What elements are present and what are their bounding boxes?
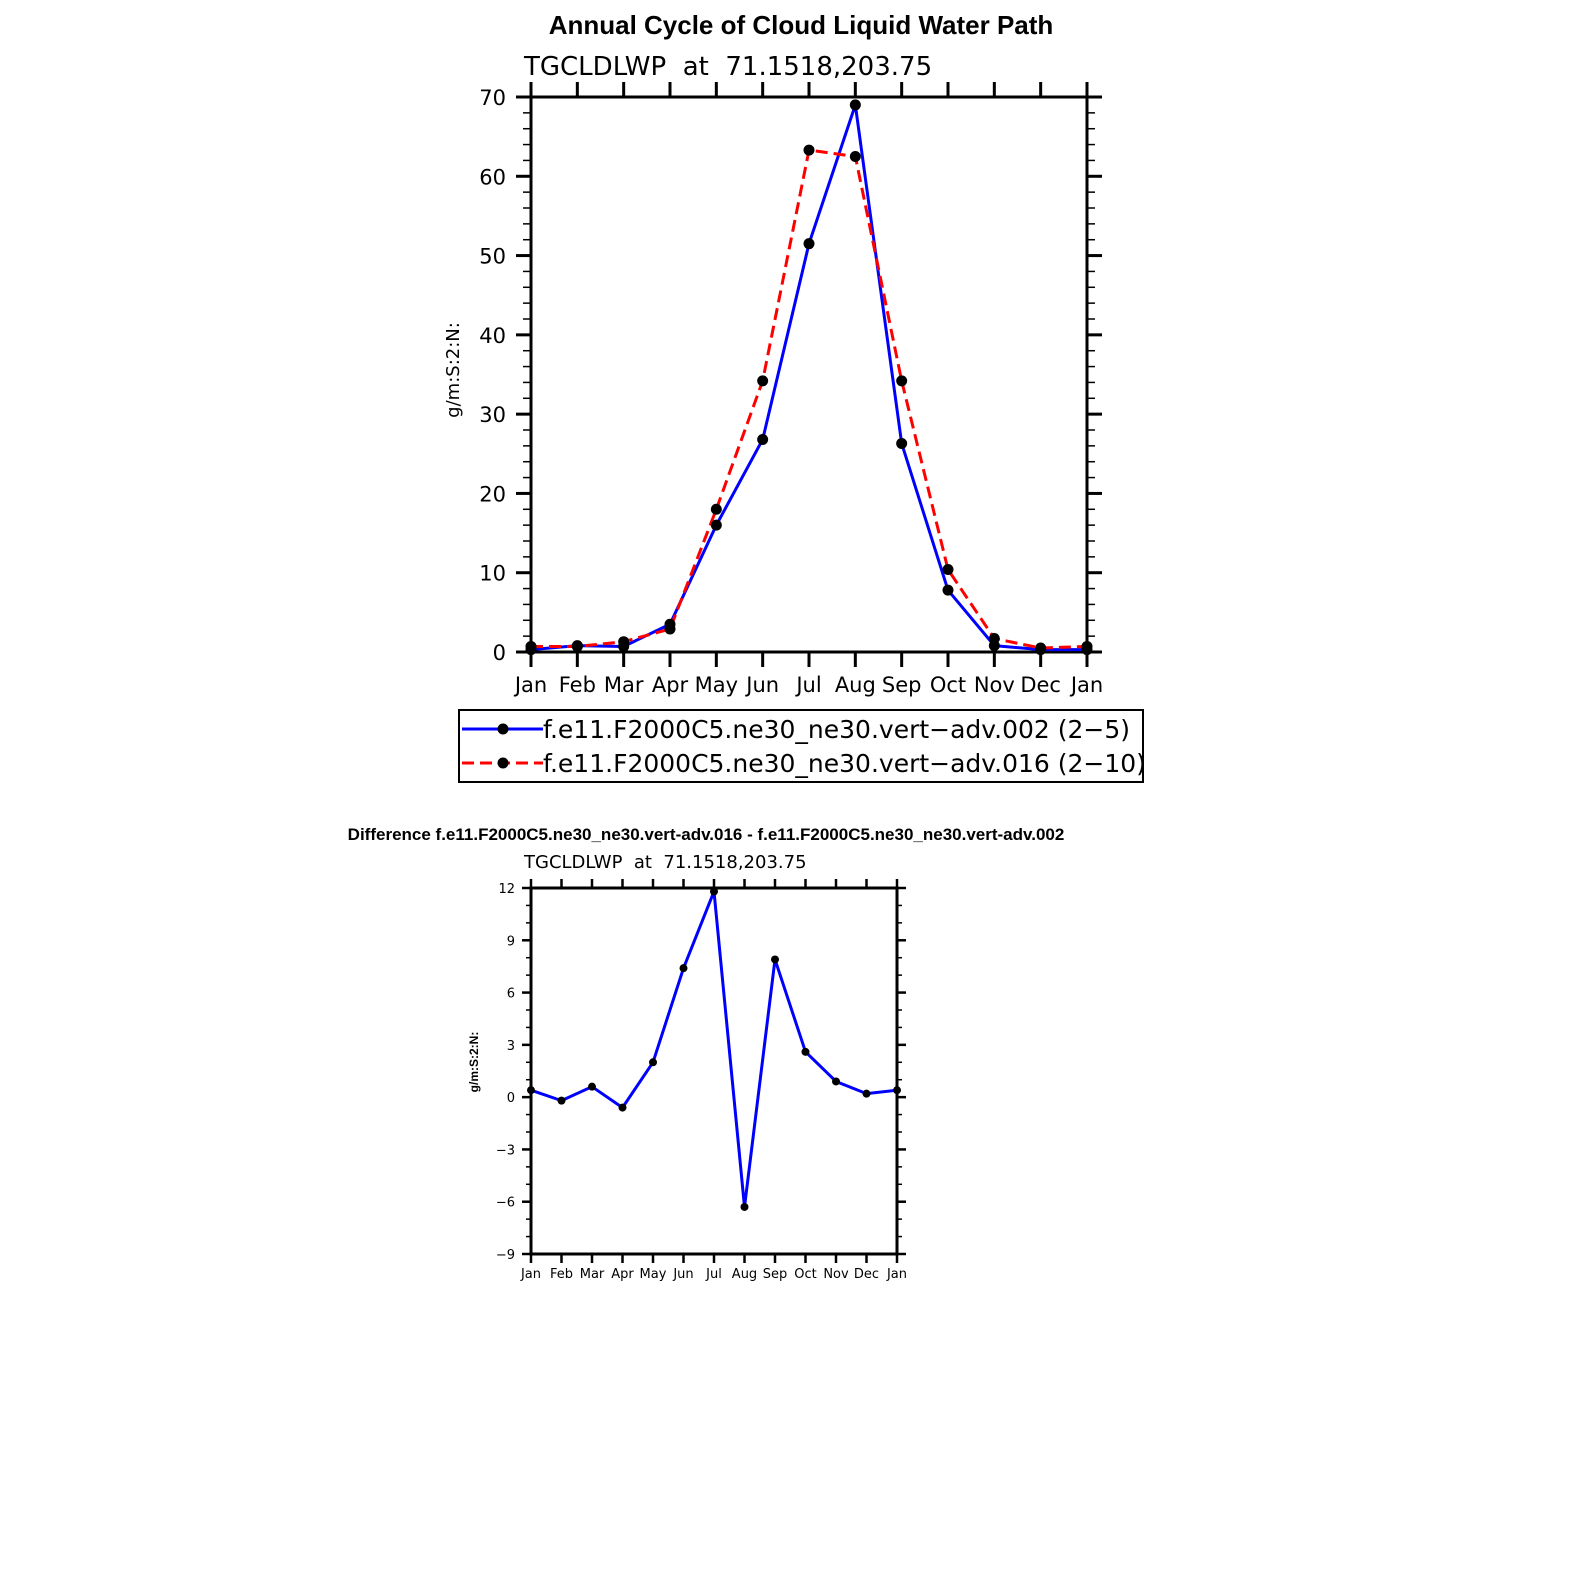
data-point bbox=[664, 623, 676, 635]
legend-box bbox=[458, 709, 1144, 783]
x-tick-label: Mar bbox=[580, 1267, 605, 1282]
data-point bbox=[1035, 642, 1047, 654]
x-tick-label: Aug bbox=[835, 673, 876, 697]
x-tick-label: Jul bbox=[794, 673, 821, 697]
data-point bbox=[803, 144, 815, 156]
data-point bbox=[849, 99, 861, 111]
data-point bbox=[757, 434, 769, 446]
x-tick-label: Nov bbox=[974, 673, 1015, 697]
x-tick-label: Oct bbox=[930, 673, 966, 697]
y-axis-label: g/m:S:2:N: bbox=[467, 1032, 481, 1093]
x-tick-label: Jul bbox=[705, 1267, 722, 1282]
x-tick-label: Apr bbox=[652, 673, 689, 697]
y-tick-label: 20 bbox=[479, 482, 506, 506]
x-tick-label: Apr bbox=[611, 1267, 634, 1282]
bottom-plot-area: Jan Feb Mar Apr May Jun Jul Aug Sep Oct Nov Dec Jan−… bbox=[496, 879, 907, 1282]
data-point bbox=[942, 584, 954, 596]
data-point bbox=[618, 1103, 627, 1112]
x-tick-label: Sep bbox=[882, 673, 922, 697]
y-tick-label: 0 bbox=[507, 1091, 515, 1106]
legend-label: f.e11.F2000C5.ne30_ne30.vert−adv.002 (2−… bbox=[543, 715, 1130, 744]
y-tick-label: 6 bbox=[507, 987, 515, 1002]
y-axis-label: g/m:S:2:N: bbox=[443, 322, 464, 418]
data-point bbox=[679, 964, 688, 973]
chart-title: Difference f.e11.F2000C5.ne30_ne30.vert-… bbox=[348, 825, 1065, 844]
x-tick-label: Jan bbox=[886, 1267, 907, 1282]
data-point bbox=[862, 1089, 871, 1098]
data-point bbox=[1081, 640, 1093, 652]
x-tick-label: Aug bbox=[732, 1267, 757, 1282]
y-tick-label: 12 bbox=[498, 882, 515, 897]
y-tick-label: 60 bbox=[479, 165, 506, 189]
data-point bbox=[618, 636, 630, 648]
x-tick-label: Jan bbox=[1069, 673, 1103, 697]
data-point bbox=[757, 375, 769, 387]
annual-cycle-chart: Annual Cycle of Cloud Liquid Water Path … bbox=[443, 10, 1146, 783]
x-tick-label: May bbox=[640, 1267, 667, 1282]
x-tick-label: Mar bbox=[604, 673, 644, 697]
difference-chart: Difference f.e11.F2000C5.ne30_ne30.vert-… bbox=[348, 825, 1065, 1282]
chart-subtitle: TGCLDLWP at 71.1518,203.75 bbox=[523, 52, 932, 82]
data-point bbox=[849, 150, 861, 162]
data-point bbox=[988, 633, 1000, 645]
x-tick-label: Dec bbox=[854, 1267, 879, 1282]
y-tick-label: −6 bbox=[496, 1196, 515, 1211]
x-tick-label: Jun bbox=[744, 673, 779, 697]
data-point bbox=[527, 1086, 535, 1095]
y-tick-label: 9 bbox=[507, 934, 515, 949]
x-tick-label: Sep bbox=[763, 1267, 788, 1282]
y-tick-label: −3 bbox=[496, 1143, 515, 1158]
x-tick-label: Jun bbox=[672, 1267, 693, 1282]
plot-frame bbox=[529, 886, 899, 1256]
data-point bbox=[942, 564, 954, 576]
y-tick-label: 10 bbox=[479, 562, 506, 586]
plot-frame bbox=[529, 95, 1089, 654]
series-line-0 bbox=[530, 889, 898, 1209]
y-tick-label: 0 bbox=[493, 641, 506, 665]
legend: f.e11.F2000C5.ne30_ne30.vert−adv.002 (2−… bbox=[458, 709, 1146, 783]
data-point bbox=[740, 1202, 749, 1211]
y-tick-label: 50 bbox=[479, 245, 506, 269]
y-tick-label: 70 bbox=[479, 86, 506, 110]
y-tick-label: −9 bbox=[496, 1248, 515, 1263]
data-point bbox=[771, 955, 779, 964]
data-point bbox=[588, 1082, 596, 1091]
y-tick-label: 3 bbox=[507, 1039, 515, 1054]
data-point bbox=[710, 887, 718, 896]
series-line-1 bbox=[531, 148, 1088, 650]
x-tick-label: Feb bbox=[550, 1267, 573, 1282]
y-tick-label: 40 bbox=[479, 324, 506, 348]
data-point bbox=[896, 437, 908, 449]
x-tick-label: Jan bbox=[520, 1267, 541, 1282]
data-point bbox=[896, 375, 908, 387]
x-tick-label: Nov bbox=[823, 1267, 849, 1282]
legend-swatch-marker bbox=[497, 723, 509, 735]
series-line-0 bbox=[530, 103, 1087, 652]
data-point bbox=[801, 1047, 810, 1056]
data-point bbox=[893, 1086, 901, 1095]
data-point bbox=[832, 1077, 840, 1086]
data-point bbox=[803, 238, 815, 250]
data-point bbox=[710, 503, 722, 515]
x-tick-label: Dec bbox=[1020, 673, 1061, 697]
x-tick-label: May bbox=[695, 673, 738, 697]
chart-subtitle: TGCLDLWP at 71.1518,203.75 bbox=[523, 852, 807, 873]
legend-swatch-marker bbox=[497, 757, 509, 769]
top-plot-area: Jan Feb Mar Apr May Jun Jul Aug Sep Oct Nov Dec Jan 0… bbox=[479, 82, 1103, 697]
data-point bbox=[525, 640, 537, 652]
data-point bbox=[571, 640, 583, 652]
y-tick-label: 30 bbox=[479, 403, 506, 427]
x-tick-label: Feb bbox=[559, 673, 596, 697]
data-point bbox=[557, 1096, 566, 1105]
x-tick-label: Jan bbox=[513, 673, 547, 697]
data-point bbox=[649, 1058, 657, 1067]
legend-label: f.e11.F2000C5.ne30_ne30.vert−adv.016 (2−… bbox=[543, 749, 1146, 778]
data-point bbox=[710, 519, 722, 531]
x-tick-label: Oct bbox=[794, 1267, 816, 1282]
chart-title: Annual Cycle of Cloud Liquid Water Path bbox=[549, 10, 1054, 40]
